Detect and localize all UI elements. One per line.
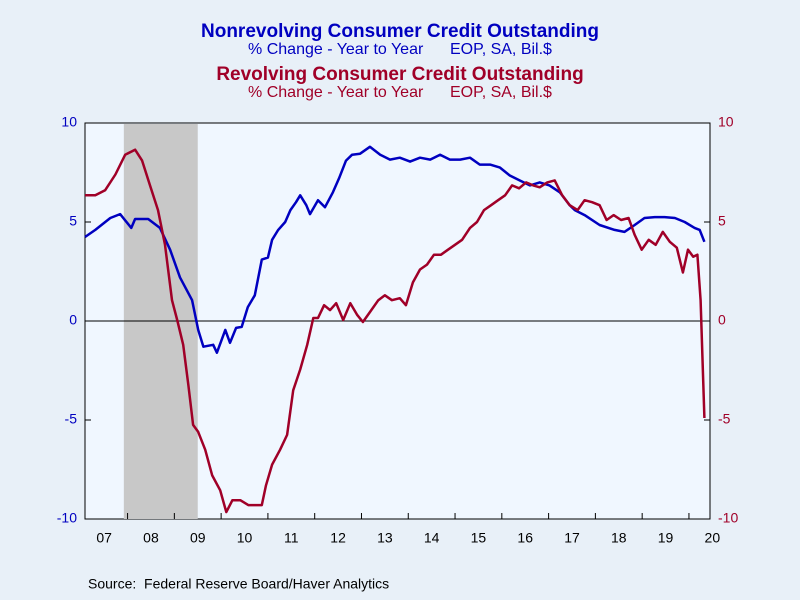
y2-tick-label: 0	[718, 312, 726, 328]
series-line	[85, 148, 706, 514]
y-tick-label: 5	[69, 213, 77, 229]
x-tick-label: 16	[517, 530, 533, 546]
series-subtitle: % Change - Year to Year EOP, SA, Bil.$	[248, 84, 552, 101]
source: Source: Federal Reserve Board/Haver Anal…	[88, 576, 389, 592]
x-tick-label: 13	[377, 530, 393, 546]
y2-tick-label: 10	[718, 114, 734, 130]
x-tick-label: 11	[284, 530, 299, 546]
y2-tick-label: -10	[718, 510, 738, 526]
y-tick-label: 10	[61, 114, 77, 130]
x-tick-label: 15	[471, 530, 487, 546]
x-tick-label: 17	[564, 530, 580, 546]
x-tick-label: 07	[96, 530, 112, 546]
x-tick-label: 08	[143, 530, 159, 546]
x-tick-label: 12	[330, 530, 346, 546]
y-tick-label: -5	[65, 411, 78, 427]
y2-tick-label: -5	[718, 411, 731, 427]
x-tick-label: 19	[658, 530, 674, 546]
x-tick-label: 20	[705, 530, 721, 546]
series-title: Revolving Consumer Credit Outstanding	[216, 64, 583, 85]
y2-tick-label: 5	[718, 213, 726, 229]
y-tick-label: 0	[69, 312, 77, 328]
x-tick-label: 14	[424, 530, 440, 546]
series-subtitle: % Change - Year to Year EOP, SA, Bil.$	[248, 41, 552, 58]
series-line	[84, 145, 706, 354]
y-tick-label: -10	[57, 510, 77, 526]
x-tick-label: 09	[190, 530, 206, 546]
series-title: Nonrevolving Consumer Credit Outstanding	[201, 21, 599, 42]
x-tick-label: 18	[611, 530, 627, 546]
x-tick-label: 10	[237, 530, 253, 546]
